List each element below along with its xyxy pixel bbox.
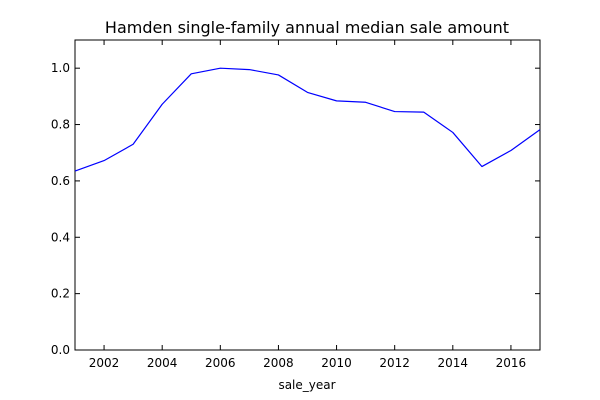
series-line	[74, 67, 541, 172]
y-axis: 0.0 0.2 0.4 0.6 0.8 1.0	[51, 61, 540, 357]
plot-area-frame	[74, 39, 541, 351]
y-tick-label: 0.2	[51, 287, 70, 301]
x-axis: 2002 2004 2006 2008 2010 2012 2014 2016	[89, 40, 526, 370]
x-tick-label: 2008	[263, 356, 294, 370]
y-tick-label: 1.0	[51, 61, 70, 75]
y-tick-label: 0.8	[51, 118, 70, 132]
y-tick-label: 0.0	[51, 343, 70, 357]
x-tick-label: 2014	[438, 356, 469, 370]
series-layer	[74, 67, 541, 172]
x-tick-label: 2012	[379, 356, 410, 370]
x-tick-label: 2006	[205, 356, 236, 370]
x-tick-label: 2010	[321, 356, 352, 370]
x-tick-label: 2016	[496, 356, 527, 370]
y-tick-label: 0.4	[51, 230, 70, 244]
x-tick-label: 2004	[147, 356, 178, 370]
chart-title: Hamden single-family annual median sale …	[105, 18, 509, 37]
y-tick-label: 0.6	[51, 174, 70, 188]
x-tick-label: 2002	[89, 356, 120, 370]
x-axis-label: sale_year	[278, 378, 335, 392]
